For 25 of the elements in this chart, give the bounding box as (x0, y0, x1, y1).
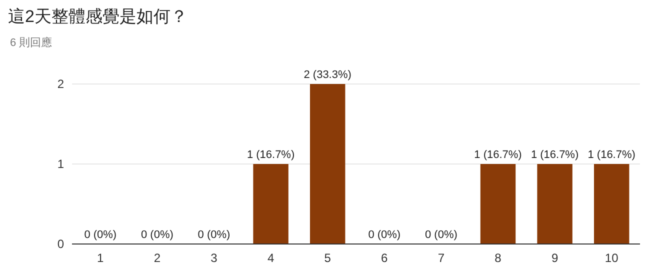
y-tick-label: 1 (57, 157, 64, 171)
data-label: 0 (0%) (198, 229, 230, 241)
x-tick-label: 3 (210, 251, 218, 265)
data-label: 0 (0%) (140, 229, 174, 241)
x-tick-label: 5 (324, 251, 332, 265)
y-tick-label: 0 (57, 237, 64, 251)
x-tick-label: 10 (604, 251, 619, 265)
chart-subtitle: 6 則回應 (10, 36, 52, 49)
data-label: 1 (16.7%) (588, 149, 636, 161)
x-tick-label: 1 (97, 251, 104, 265)
data-label: 0 (0%) (424, 229, 458, 241)
x-tick-label: 8 (494, 251, 502, 265)
data-label: 0 (0%) (368, 229, 401, 241)
y-tick-label: 2 (57, 77, 64, 91)
x-tick-label: 6 (381, 251, 388, 265)
data-label: 1 (16.7%) (246, 149, 295, 161)
data-label: 0 (0%) (84, 229, 117, 241)
x-tick-label: 7 (438, 251, 445, 265)
data-label: 1 (16.7%) (530, 149, 579, 161)
data-label: 1 (16.7%) (474, 149, 522, 161)
chart-title: 這2天整體感覺是如何？ (8, 7, 188, 26)
x-tick-label: 2 (154, 251, 161, 265)
x-tick-label: 4 (267, 251, 274, 265)
data-label: 2 (33.3%) (304, 69, 352, 81)
x-tick-label: 9 (551, 251, 558, 265)
